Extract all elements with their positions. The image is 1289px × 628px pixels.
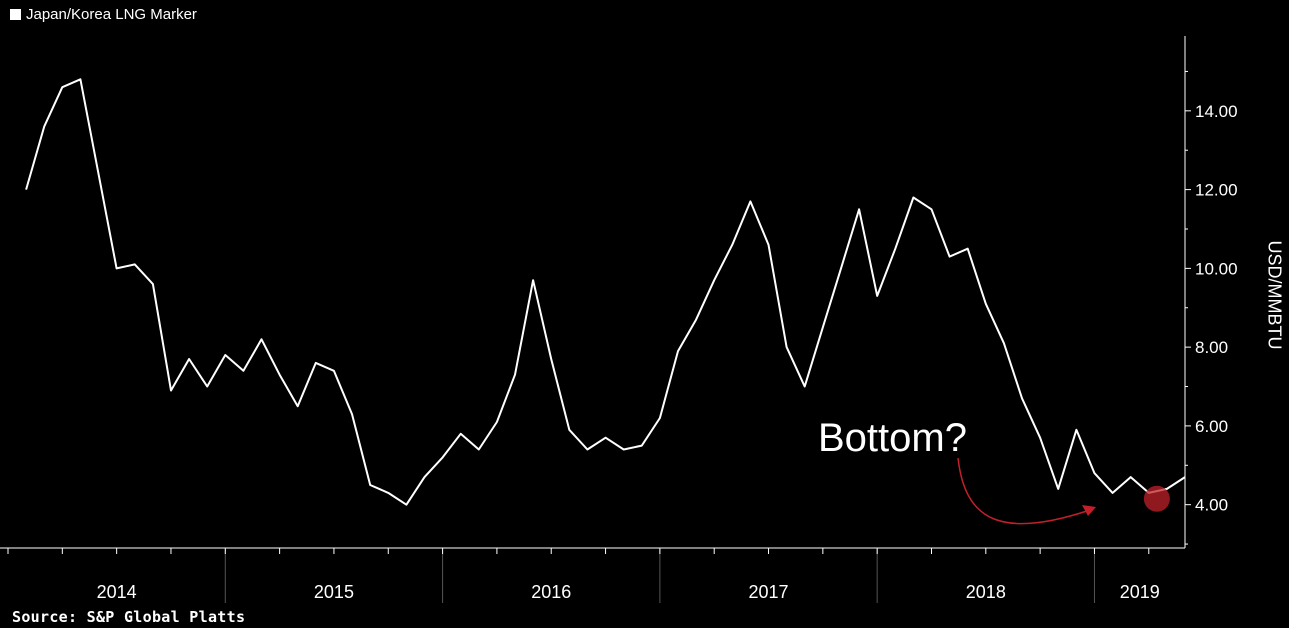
legend-swatch xyxy=(10,9,21,20)
y-axis: 4.00 6.00 8.00 10.00 12.00 14.00 xyxy=(1184,36,1238,548)
y-axis-label-box: USD/MMBTU xyxy=(1258,220,1289,370)
series-line xyxy=(25,78,1186,506)
legend: Japan/Korea LNG Marker xyxy=(10,6,197,23)
y-tick-label: 14.00 xyxy=(1195,102,1238,121)
y-axis-label: USD/MMBTU xyxy=(1264,240,1285,350)
annotation-marker xyxy=(1143,485,1170,512)
x-tick-label: 2016 xyxy=(531,582,571,602)
annotation-arrow xyxy=(957,457,1091,525)
x-tick-label: 2019 xyxy=(1120,582,1160,602)
series-layer xyxy=(25,78,1186,506)
x-axis: 2014 2015 2016 2017 2018 2019 xyxy=(0,547,1185,603)
legend-label: Japan/Korea LNG Marker xyxy=(26,6,197,23)
y-tick-label: 10.00 xyxy=(1195,259,1238,278)
annotation-layer: Bottom? xyxy=(818,416,1170,525)
x-tick-label: 2018 xyxy=(966,582,1006,602)
y-tick-label: 4.00 xyxy=(1195,496,1228,515)
annotation-arrowhead xyxy=(1082,505,1096,516)
x-tick-label: 2015 xyxy=(314,582,354,602)
source-note: Source: S&P Global Platts xyxy=(12,608,246,626)
y-tick-label: 8.00 xyxy=(1195,338,1228,357)
annotation-text: Bottom? xyxy=(818,416,967,460)
x-tick-label: 2017 xyxy=(748,582,788,602)
y-tick-label: 6.00 xyxy=(1195,417,1228,436)
x-tick-label: 2014 xyxy=(97,582,137,602)
y-tick-label: 12.00 xyxy=(1195,181,1238,200)
